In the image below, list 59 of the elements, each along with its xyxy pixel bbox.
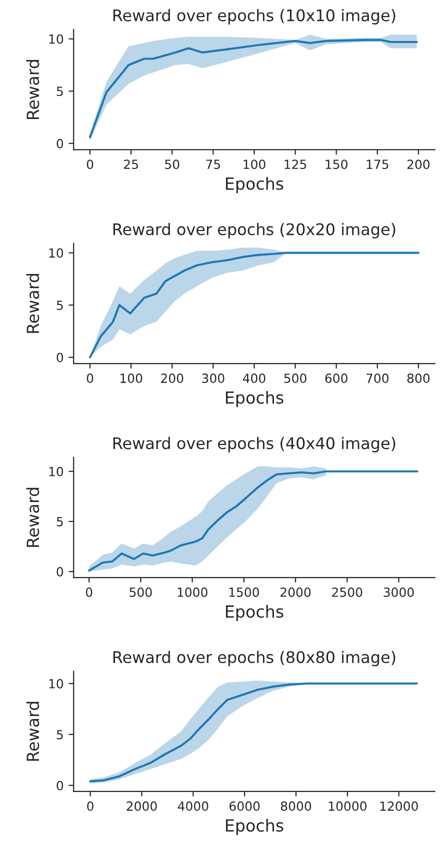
line-series (88, 470, 418, 572)
x-tick-label: 0 (87, 801, 94, 811)
y-axis-title: Reward (26, 702, 40, 761)
x-axis-title: Epochs (226, 818, 284, 835)
x-tick-label: 125 (284, 160, 306, 170)
x-tick-label: 4000 (178, 801, 208, 811)
x-tick-label: 500 (130, 587, 152, 597)
x-tick-label: 100 (244, 160, 266, 170)
x-tick-label: 400 (242, 374, 266, 383)
chart-title: Reward over epochs (80x80 image) (113, 650, 396, 666)
x-axis-title: Epochs (226, 604, 284, 622)
x-tick-label: 50 (165, 160, 180, 170)
y-tick-label: 0 (56, 567, 64, 576)
x-tick-label: 75 (206, 160, 220, 170)
y-tick-label: 0 (56, 780, 64, 790)
y-axis-title: Reward (26, 60, 40, 119)
y-tick-label: 5 (56, 86, 63, 96)
x-tick-label: 6000 (230, 801, 260, 811)
y-tick-label: 0 (56, 352, 64, 362)
x-axis-title: Epochs (226, 390, 284, 408)
y-tick-label: 10 (49, 678, 64, 688)
x-tick-label: 800 (407, 374, 430, 383)
x-tick-label: 3000 (384, 587, 414, 597)
x-tick-label: 25 (124, 160, 138, 170)
x-tick-label: 1500 (229, 587, 259, 597)
x-tick-label: 0 (86, 587, 92, 597)
y-tick-label: 5 (56, 300, 63, 310)
y-tick-label: 5 (56, 517, 63, 526)
y-tick-label: 10 (49, 466, 64, 476)
x-tick-label: 200 (407, 160, 430, 170)
y-axis-title: Reward (26, 274, 40, 333)
x-tick-label: 175 (366, 160, 388, 170)
chart-title: Reward over epochs (40x40 image) (113, 436, 396, 452)
line-series (88, 252, 420, 358)
x-tick-label: 2500 (332, 587, 362, 597)
x-tick-label: 2000 (126, 801, 157, 811)
y-tick-label: 10 (49, 34, 64, 44)
y-axis-title: Reward (26, 488, 40, 547)
y-tick-label: 5 (56, 730, 63, 740)
chart-title: Reward over epochs (20x20 image) (113, 222, 396, 238)
y-tick-label: 0 (56, 138, 64, 148)
x-tick-label: 700 (366, 374, 388, 383)
x-tick-label: 150 (326, 160, 348, 170)
x-tick-label: 12000 (380, 801, 418, 811)
x-tick-label: 300 (202, 374, 224, 383)
chart-title: Reward over epochs (10x10 image) (113, 9, 396, 24)
x-axis-title: Epochs (226, 177, 284, 194)
y-tick-label: 10 (49, 248, 64, 258)
x-tick-label: 1000 (178, 587, 208, 597)
x-tick-label: 0 (86, 160, 94, 170)
x-tick-label: 500 (284, 374, 306, 383)
x-tick-label: 600 (325, 374, 348, 383)
line-series (89, 682, 418, 782)
x-tick-label: 8000 (280, 801, 312, 811)
x-tick-label: 2000 (280, 587, 311, 597)
x-tick-label: 200 (161, 374, 184, 383)
x-tick-label: 0 (86, 374, 94, 383)
x-tick-label: 10000 (328, 801, 366, 811)
x-tick-label: 100 (120, 374, 142, 383)
